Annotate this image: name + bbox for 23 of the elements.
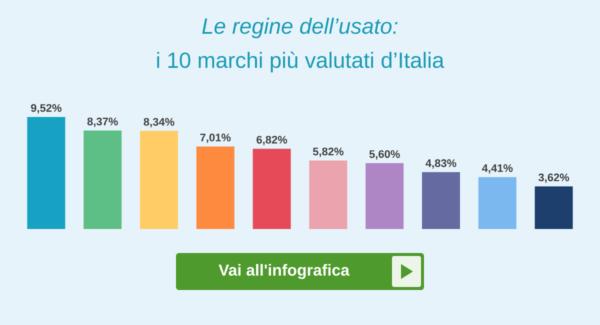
- bar: [252, 148, 291, 229]
- bar: [196, 146, 234, 229]
- data-label: 4,83%: [426, 159, 456, 169]
- data-label: 7,01%: [200, 134, 231, 144]
- bar: [84, 130, 122, 229]
- bar: [534, 186, 573, 229]
- bar: [478, 177, 516, 229]
- bar: [422, 172, 460, 229]
- data-label: 6,82%: [256, 136, 288, 146]
- data-label: 5,82%: [312, 148, 344, 158]
- data-label: 4,41%: [482, 164, 513, 174]
- data-label: 5,60%: [369, 150, 400, 160]
- data-label: 3,62%: [538, 174, 570, 183]
- text: Vai all'infografica: [218, 264, 350, 279]
- data-label: 8,37%: [87, 118, 118, 128]
- bar: [366, 163, 404, 229]
- bar: [309, 160, 348, 229]
- data-label: 9,52%: [30, 104, 62, 114]
- chart-subtitle: i 10 marchi più valutati d’Italia: [157, 52, 444, 72]
- bar: [27, 117, 66, 229]
- bar: [140, 130, 178, 229]
- data-label: 8,34%: [144, 118, 174, 128]
- chart-title: Le regine dell’usato:: [202, 18, 398, 38]
